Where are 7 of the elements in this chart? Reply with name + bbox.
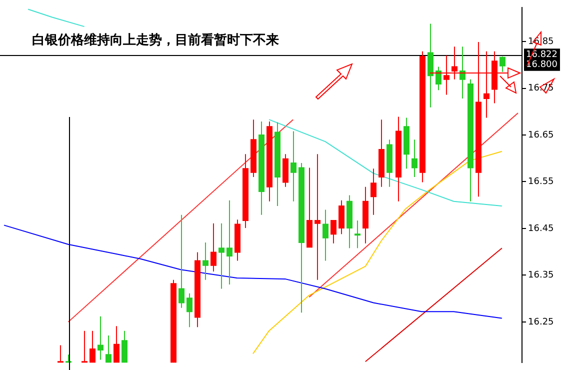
text: 白银价格维持向上走势，目前看暂时下不来 bbox=[30, 31, 281, 49]
y-tick-label: 16.35 bbox=[528, 270, 554, 281]
annotation: 16.800 bbox=[526, 60, 558, 70]
y-tick-label: 16.25 bbox=[528, 317, 554, 328]
y-tick-label: 16.55 bbox=[528, 177, 554, 188]
y-tick-label: 16.45 bbox=[528, 224, 554, 234]
y-tick-label: 16.65 bbox=[528, 130, 554, 140]
